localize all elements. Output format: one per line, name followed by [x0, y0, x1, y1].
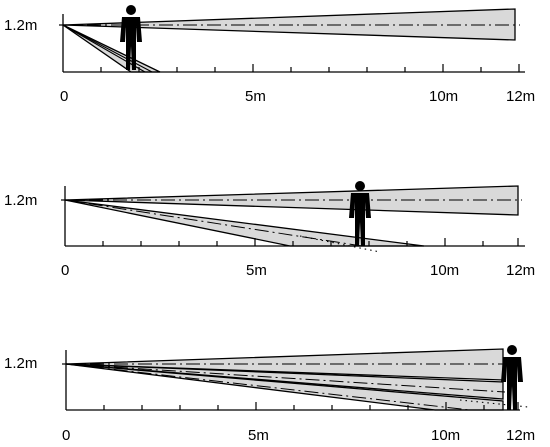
beam-upper — [64, 185, 522, 216]
height-label: 1.2m — [4, 192, 37, 209]
distance-labels: 0 5m 10m 12m — [62, 427, 535, 444]
panel-3: 1.2m — [4, 345, 535, 444]
height-label: 1.2m — [4, 17, 37, 34]
tick-label-10m: 10m — [429, 88, 458, 105]
axes — [62, 350, 520, 411]
panel-2: 1.2m — [4, 181, 535, 279]
tick-label-12m: 12m — [506, 88, 535, 105]
distance-labels: 0 5m 10m 12m — [61, 262, 535, 279]
beam-down — [62, 24, 161, 73]
tick-label-5m: 5m — [248, 427, 269, 444]
tick-label-12m: 12m — [506, 427, 535, 444]
tick-label-10m: 10m — [431, 427, 460, 444]
tick-label-0: 0 — [61, 262, 69, 279]
panel-1: 1.2m — [4, 5, 535, 105]
tick-label-10m: 10m — [430, 262, 459, 279]
tick-label-0: 0 — [62, 427, 70, 444]
tick-label-5m: 5m — [246, 262, 267, 279]
person-figure — [120, 5, 142, 70]
axes — [59, 14, 525, 73]
axes — [61, 186, 525, 247]
tick-label-12m: 12m — [506, 262, 535, 279]
person-figure — [501, 345, 523, 410]
tick-label-5m: 5m — [245, 88, 266, 105]
person-figure — [349, 181, 371, 246]
tick-label-0: 0 — [60, 88, 68, 105]
height-label: 1.2m — [4, 355, 37, 372]
distance-labels: 0 5m 10m 12m — [60, 88, 535, 105]
